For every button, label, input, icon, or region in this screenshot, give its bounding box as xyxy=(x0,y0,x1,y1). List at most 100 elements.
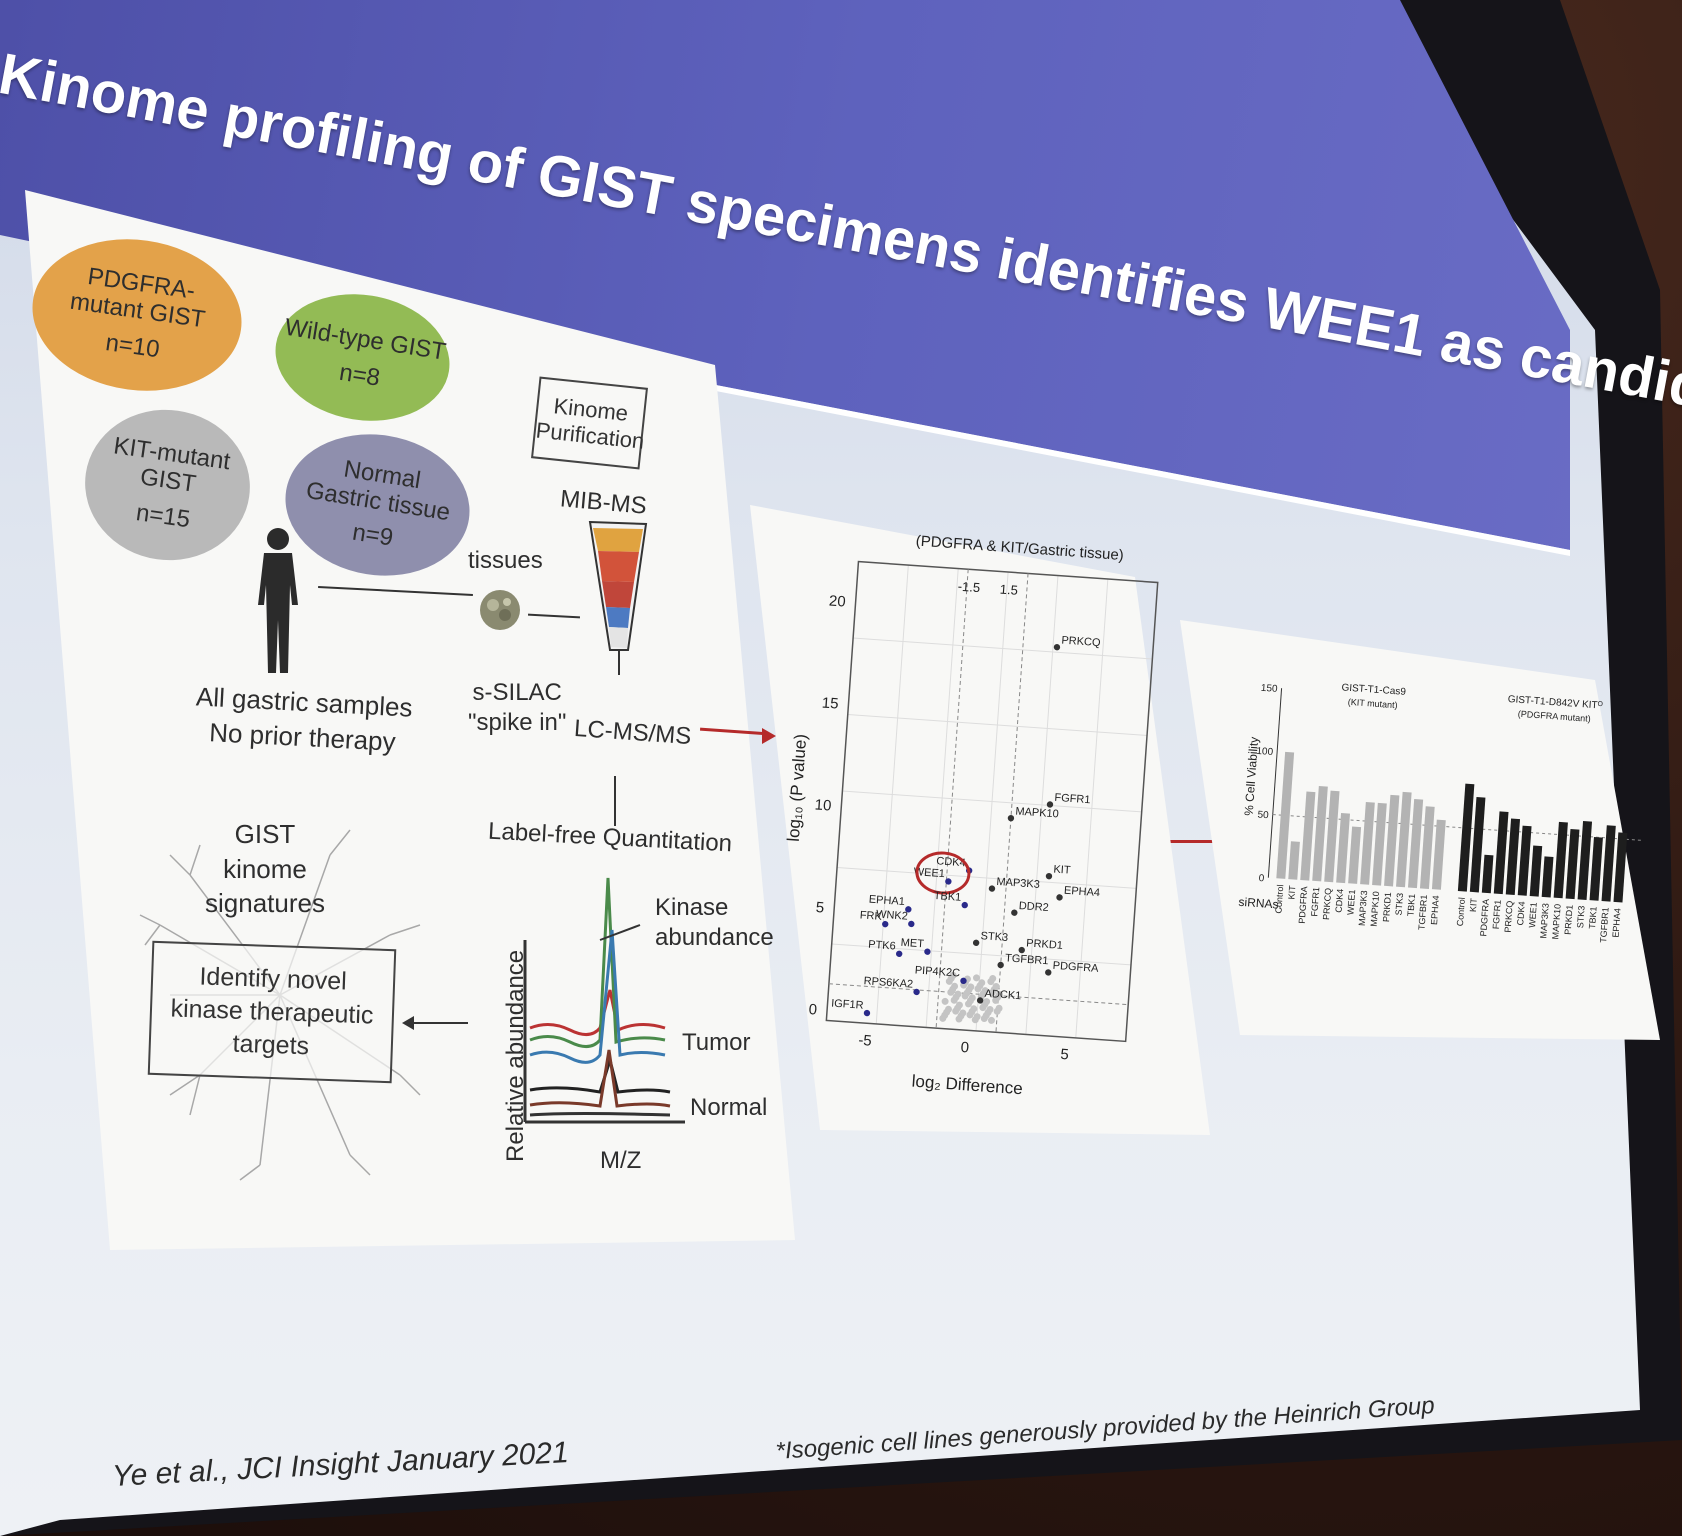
volcano-point xyxy=(905,906,912,913)
silac-line2: "spike in" xyxy=(468,709,567,737)
volcano-y-tick: 10 xyxy=(814,796,832,814)
kinase-abundance-line1: Kinase xyxy=(655,894,729,921)
arrowhead-left-icon xyxy=(402,1016,414,1030)
volcano-point-label: PRKD1 xyxy=(1026,937,1063,952)
background-point xyxy=(992,982,1000,990)
background-point xyxy=(987,1016,995,1024)
volcano-point-label: EPHA4 xyxy=(1064,885,1101,899)
bar-category-label: CDK4 xyxy=(1334,888,1346,913)
volcano-point-label: ADCK1 xyxy=(984,988,1021,1003)
bar-category-label: Control xyxy=(1455,897,1467,927)
threshold-right-label: 1.5 xyxy=(999,582,1018,598)
bar xyxy=(1457,783,1475,892)
bar-category-label: TBK1 xyxy=(1587,906,1599,929)
bar xyxy=(1288,841,1300,880)
red-arrow-to-bars xyxy=(1165,840,1220,843)
background-point xyxy=(949,971,957,979)
volcano-point xyxy=(961,901,968,909)
background-point xyxy=(955,1001,963,1009)
background-point xyxy=(967,983,975,991)
volcano-x-tick: 5 xyxy=(1060,1046,1070,1064)
bar-marks: 0 50 100 150 GIST-T1-Cas9(KIT mutant) Control… xyxy=(1256,682,1642,943)
bar xyxy=(1613,832,1628,903)
background-point xyxy=(959,1009,967,1017)
mib-column-icon xyxy=(588,520,648,675)
volcano-title: (PDGFRA & KIT/Gastric tissue) xyxy=(915,533,1124,564)
bar-y-tick: 50 xyxy=(1257,809,1269,821)
volcano-point xyxy=(997,961,1004,969)
volcano-y-tick: 20 xyxy=(828,593,846,611)
identify-line3: targets xyxy=(232,1029,310,1060)
group-name: PDGFRA-mutant GIST xyxy=(68,262,207,334)
bar xyxy=(1324,790,1340,883)
bar-category-label: STK3 xyxy=(1394,893,1406,916)
background-point xyxy=(954,990,962,998)
bar xyxy=(1431,819,1446,890)
group-count: n=9 xyxy=(350,518,395,552)
bar-category-label: STK3 xyxy=(1575,905,1587,928)
bar xyxy=(1396,791,1412,888)
volcano-point-label: WNK2 xyxy=(876,908,909,922)
volcano-point xyxy=(1011,909,1018,916)
volcano-grid xyxy=(831,565,1153,1038)
volcano-panel xyxy=(750,505,1210,1135)
background-point xyxy=(995,990,1003,998)
bar-category-label: FGFR1 xyxy=(1491,899,1503,929)
bar-category-label: CDK4 xyxy=(1515,901,1527,926)
bar-category-label: KIT xyxy=(1468,897,1479,912)
background-point xyxy=(941,997,949,1005)
volcano-point xyxy=(988,885,996,892)
bar-y-tick: 100 xyxy=(1256,746,1274,758)
background-point xyxy=(978,979,986,987)
group-name: Wild-type GIST xyxy=(282,313,448,366)
bar-category-label: Control xyxy=(1273,884,1285,914)
volcano-point-label: MAPK10 xyxy=(1015,805,1059,820)
volcano-point-label: WEE1 xyxy=(913,866,945,880)
bar xyxy=(1541,856,1554,898)
silac-line1: s-SILAC xyxy=(472,679,562,706)
group-name: KIT-mutant GIST xyxy=(111,431,232,499)
bar xyxy=(1589,837,1603,901)
background-point xyxy=(970,1005,978,1013)
samples-note: All gastric samples No prior therapy xyxy=(193,681,413,756)
kinase-abundance-line2: abundance xyxy=(655,924,774,952)
volcano-point xyxy=(1056,894,1063,901)
identify-line2: kinase therapeutic xyxy=(170,993,374,1030)
background-point xyxy=(995,1004,1003,1012)
volcano-point-label: TGFBR1 xyxy=(1005,952,1049,967)
background-point xyxy=(968,994,976,1002)
bar xyxy=(1336,812,1351,884)
grid-line xyxy=(842,790,1142,813)
kinase-abundance-label: Kinase abundance xyxy=(655,894,774,952)
bar-category-label: PDGFRA xyxy=(1297,886,1310,924)
bar xyxy=(1565,829,1580,900)
bar-category-label: WEE1 xyxy=(1527,902,1539,928)
volcano-point xyxy=(1018,946,1025,954)
volcano-x-tick: -5 xyxy=(858,1032,872,1050)
volcano-point-label: KIT xyxy=(1053,863,1071,876)
bar-xlabel: siRNAs: xyxy=(1238,895,1282,912)
bar-category-label: MAPK10 xyxy=(1369,891,1381,927)
background-point xyxy=(983,998,991,1006)
threshold-left-label: -1.5 xyxy=(957,579,980,596)
wee1-highlight-circle xyxy=(915,851,971,895)
bar-chart: 0 50 100 150 GIST-T1-Cas9(KIT mutant) Control… xyxy=(1238,682,1642,943)
pvalue-threshold-line xyxy=(828,983,1129,1006)
bar xyxy=(1481,854,1494,894)
human-figure-icon xyxy=(258,528,298,673)
group-count: n=10 xyxy=(103,328,162,364)
bar-category-label: WEE1 xyxy=(1345,889,1357,915)
arrow-to-quant xyxy=(614,776,616,826)
bar xyxy=(1469,797,1486,893)
volcano-point-label: EPHA1 xyxy=(868,894,905,908)
bar xyxy=(1312,786,1328,882)
bar-y-tick: 150 xyxy=(1260,683,1278,695)
volcano-point xyxy=(913,988,920,996)
silac-label: s-SILAC "spike in" xyxy=(468,679,567,737)
volcano-x-tick: 0 xyxy=(960,1039,970,1057)
bar xyxy=(1348,826,1362,884)
bar xyxy=(1577,821,1593,900)
volcano-point-label: MAP3K3 xyxy=(996,876,1040,891)
bar xyxy=(1529,845,1543,897)
bar-ylabel: % Cell Viability xyxy=(1242,736,1261,816)
